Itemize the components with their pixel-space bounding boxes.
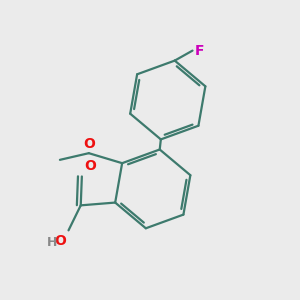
Text: H: H (47, 236, 57, 249)
Text: O: O (83, 137, 95, 151)
Text: F: F (195, 44, 204, 58)
Text: O: O (54, 234, 66, 248)
Text: O: O (84, 159, 96, 173)
